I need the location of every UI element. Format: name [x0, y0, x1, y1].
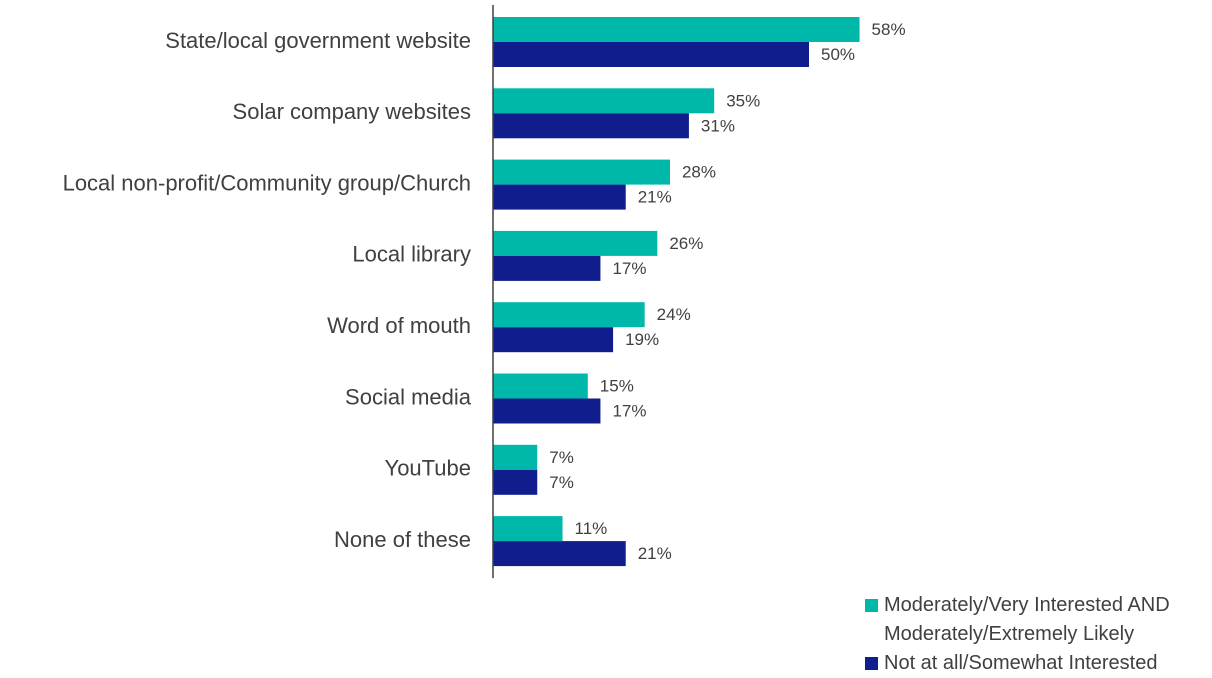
bar-series-2-local-library	[493, 255, 601, 281]
bar-series-1-solar-company-websites	[493, 88, 715, 114]
bar-series-2-state-local-government-website	[493, 42, 809, 67]
legend-label-series-1-line-2: Moderately/Extremely Likely	[884, 623, 1135, 645]
category-label-solar-company-websites: Solar company websites	[233, 99, 471, 124]
category-label-state-local-government-website: State/local government website	[165, 28, 471, 53]
value-label-series-1-state-local-government-website: 58%	[872, 20, 906, 39]
value-label-series-1-social-media: 15%	[600, 376, 634, 395]
legend-swatch-series-1	[865, 599, 878, 612]
bar-series-1-state-local-government-website	[493, 17, 860, 42]
value-label-series-2-youtube: 7%	[549, 473, 574, 492]
legend-label-series-1-line-1: Moderately/Very Interested AND	[884, 594, 1170, 616]
value-label-series-1-local-library: 26%	[669, 234, 703, 253]
labels-layer: State/local government website 58% 50% Sola…	[63, 20, 906, 563]
bar-series-1-none-of-these	[493, 516, 563, 542]
value-label-series-1-solar-company-websites: 35%	[726, 91, 760, 110]
value-label-series-1-word-of-mouth: 24%	[657, 305, 691, 324]
category-label-local-library: Local library	[352, 242, 471, 267]
bar-series-2-word-of-mouth	[493, 327, 614, 353]
value-label-series-1-local-non-profit-community-group-church: 28%	[682, 163, 716, 182]
bar-series-2-solar-company-websites	[493, 113, 689, 139]
bar-series-2-social-media	[493, 398, 601, 424]
bar-series-2-none-of-these	[493, 541, 626, 567]
legend-label-series-2: Not at all/Somewhat Interested	[884, 652, 1158, 674]
bar-series-2-local-non-profit-community-group-church	[493, 184, 626, 210]
category-label-none-of-these: None of these	[334, 527, 471, 552]
value-label-series-1-none-of-these: 11%	[575, 519, 608, 538]
value-label-series-2-local-non-profit-community-group-church: 21%	[638, 188, 672, 207]
category-label-word-of-mouth: Word of mouth	[327, 313, 471, 338]
value-label-series-2-none-of-these: 21%	[638, 544, 672, 563]
value-label-series-2-word-of-mouth: 19%	[625, 330, 659, 349]
legend-item-series-1: Moderately/Very Interested AND Moderatel…	[865, 591, 1170, 649]
value-label-series-2-solar-company-websites: 31%	[701, 116, 735, 135]
bar-series-1-word-of-mouth	[493, 302, 645, 328]
bars-layer	[493, 17, 860, 567]
bar-series-1-local-library	[493, 230, 658, 256]
bar-series-1-youtube	[493, 444, 538, 470]
value-label-series-2-local-library: 17%	[612, 259, 646, 278]
bar-series-2-youtube	[493, 469, 538, 495]
category-label-local-non-profit-community-group-church: Local non-profit/Community group/Church	[63, 170, 471, 195]
category-label-social-media: Social media	[345, 384, 472, 409]
bar-series-1-social-media	[493, 373, 588, 399]
legend-item-series-2: Not at all/Somewhat Interested	[865, 649, 1170, 678]
bar-series-1-local-non-profit-community-group-church	[493, 159, 670, 185]
legend: Moderately/Very Interested AND Moderatel…	[865, 591, 1170, 678]
value-label-series-1-youtube: 7%	[549, 448, 574, 467]
category-label-youtube: YouTube	[385, 456, 471, 481]
value-label-series-2-social-media: 17%	[612, 401, 646, 420]
value-label-series-2-state-local-government-website: 50%	[821, 45, 855, 64]
legend-swatch-series-2	[865, 657, 878, 670]
